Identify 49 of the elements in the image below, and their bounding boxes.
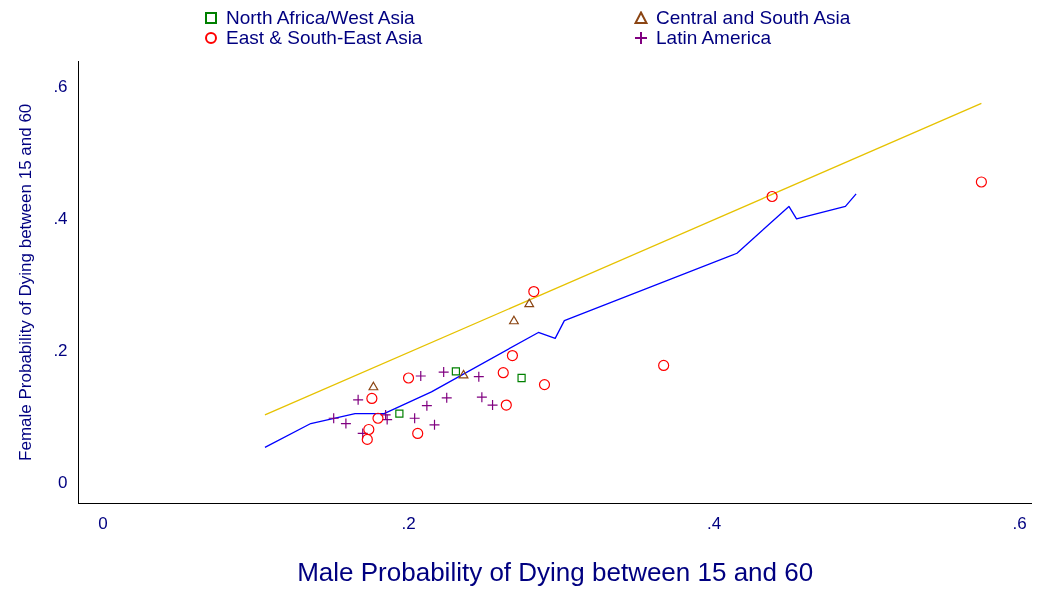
point (528, 285, 540, 298)
point (361, 433, 373, 445)
point (402, 372, 415, 384)
point (658, 359, 670, 372)
point (357, 427, 369, 440)
point (395, 409, 404, 418)
point (451, 367, 461, 376)
point (372, 412, 384, 424)
y-tick-label: 0 (58, 473, 68, 493)
y-axis-title: Female Probability of Dying between 15 and 60 (15, 103, 35, 461)
point (538, 379, 551, 391)
point (524, 298, 535, 308)
point (412, 427, 424, 440)
legend-label: North Africa/West Asia (226, 7, 415, 28)
point (975, 176, 987, 188)
point (381, 413, 393, 426)
point (352, 394, 364, 406)
point (415, 370, 427, 382)
point (328, 412, 340, 424)
point (509, 315, 519, 325)
point (421, 400, 433, 412)
point (486, 399, 499, 411)
point (366, 392, 378, 405)
point (409, 412, 421, 424)
x-axis-title: Male Probability of Dying between 15 and 60 (297, 556, 814, 587)
x-tick-label: .4 (706, 514, 722, 534)
point (497, 367, 509, 379)
legend-label: East & South-East Asia (226, 27, 423, 48)
point (458, 369, 469, 379)
x-tick-label: .6 (1012, 514, 1027, 534)
point (428, 419, 441, 431)
y-tick-label: .4 (53, 209, 68, 229)
x-tick-label: 0 (98, 514, 108, 534)
x-tick-label: .2 (401, 514, 416, 534)
y-tick-label: .6 (53, 77, 68, 97)
point (500, 399, 512, 411)
legend-label: Latin America (656, 27, 772, 48)
point (363, 423, 375, 436)
point (340, 417, 352, 430)
point (766, 190, 778, 203)
point (368, 381, 379, 391)
legend-label: Central and South Asia (656, 7, 851, 28)
y-tick-label: .2 (53, 341, 68, 361)
point (476, 391, 488, 403)
point (473, 371, 485, 383)
point (517, 373, 526, 383)
point (438, 366, 450, 378)
point (506, 349, 519, 362)
point (441, 392, 453, 404)
